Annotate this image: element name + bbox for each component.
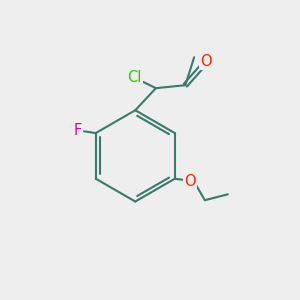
Text: Cl: Cl: [128, 70, 142, 86]
Text: F: F: [74, 123, 82, 138]
Text: O: O: [200, 54, 212, 69]
Text: O: O: [184, 174, 196, 189]
